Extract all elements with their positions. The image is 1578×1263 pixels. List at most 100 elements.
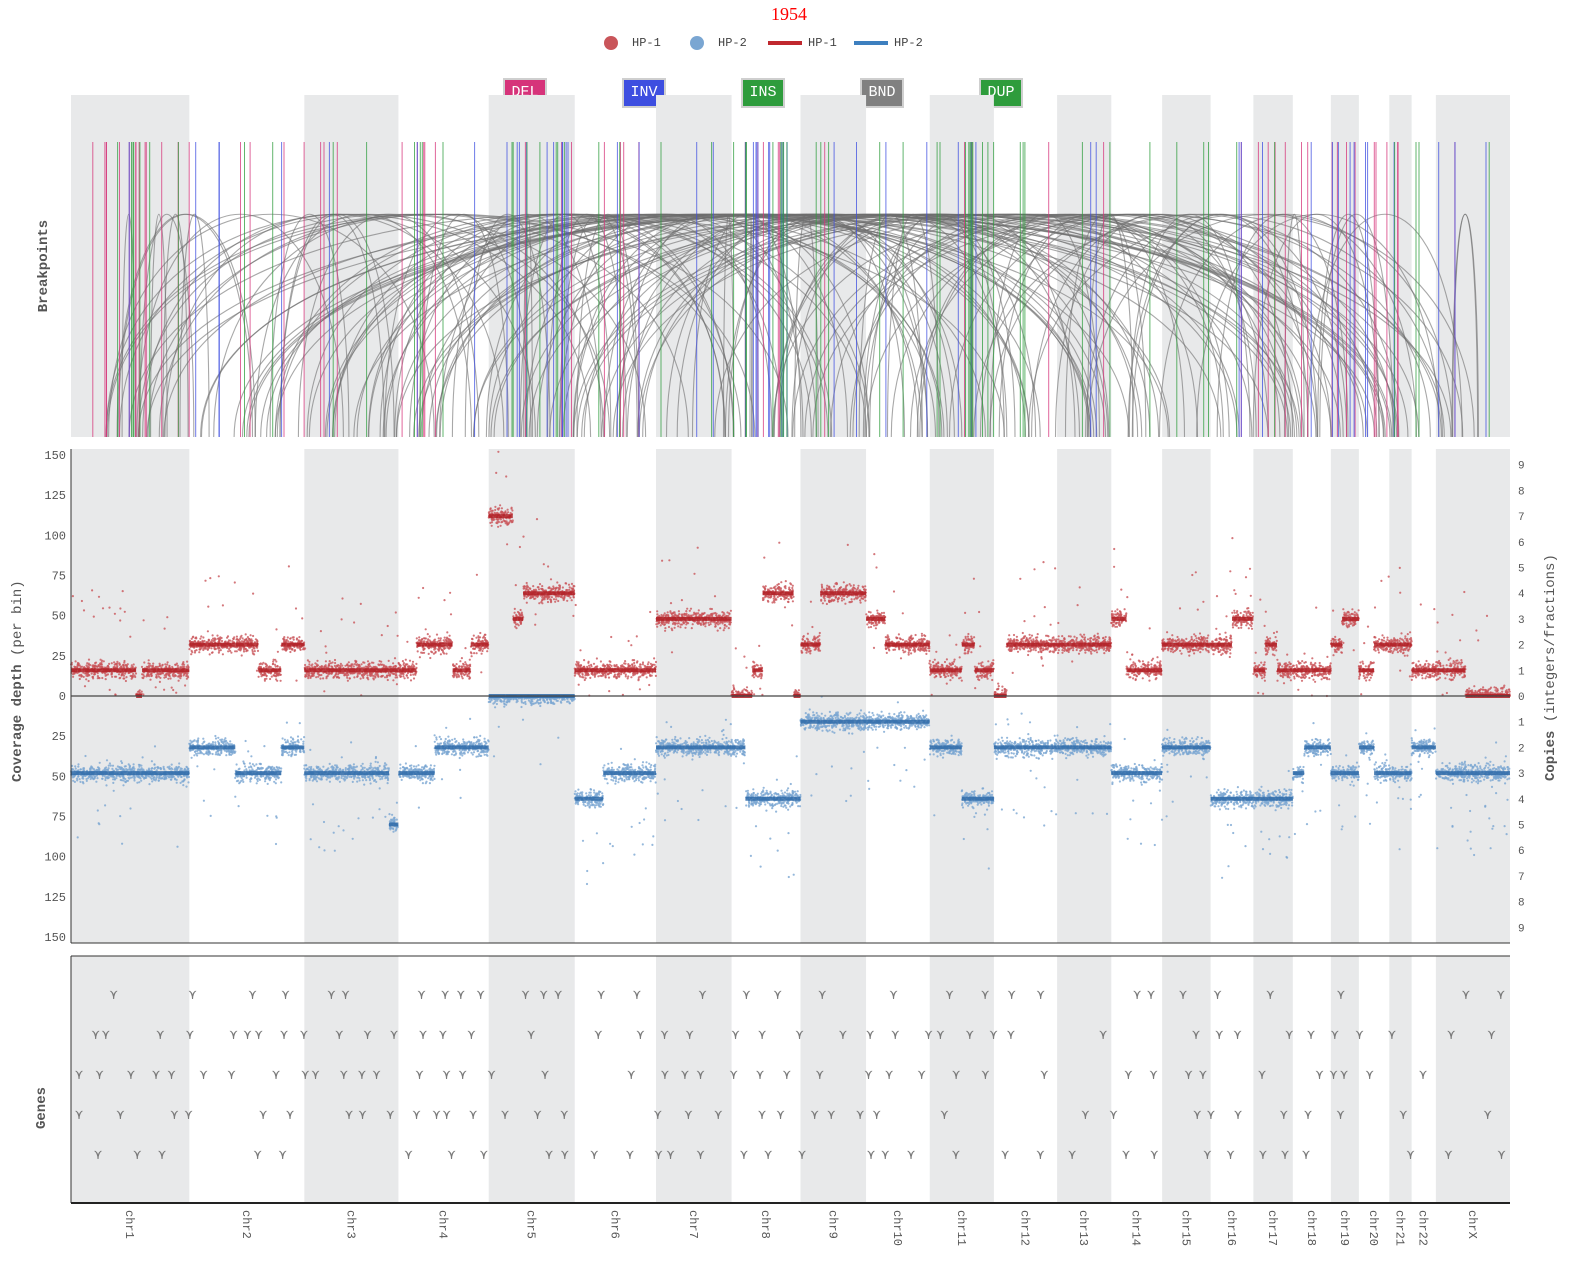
legend-item-hp2-points[interactable]: HP-2: [690, 36, 747, 50]
hp1-point: [649, 674, 652, 678]
hp1-point: [641, 661, 645, 664]
hp1-point: [369, 665, 372, 668]
hp1-point: [392, 672, 395, 676]
hp1-point: [814, 647, 818, 650]
hp1-point: [937, 661, 940, 664]
hp1-point: [583, 659, 586, 662]
hp1-point: [352, 665, 355, 668]
hp1-point: [97, 595, 101, 598]
hp1-point: [283, 636, 286, 639]
hp1-point: [198, 648, 201, 651]
hp1-point: [806, 638, 810, 641]
hp1-point: [971, 637, 974, 640]
hp1-point: [455, 676, 458, 679]
hp1-point: [452, 665, 456, 668]
hp1-point: [763, 556, 766, 559]
hp1-point: [626, 677, 629, 680]
bnd-arc: [332, 213, 986, 438]
hp1-point: [893, 648, 897, 651]
hp1-point: [140, 665, 144, 669]
hp1-point: [480, 671, 483, 674]
hp1-point: [897, 640, 900, 643]
hp1-point: [427, 638, 430, 641]
hp1-point: [764, 585, 767, 588]
hp1-point: [108, 688, 111, 692]
hp1-point: [316, 664, 319, 667]
hp1-point: [551, 588, 555, 591]
hp1-point: [892, 590, 896, 593]
hp1-point: [953, 658, 956, 661]
hp1-point: [356, 675, 359, 679]
hp1-point: [192, 640, 195, 644]
hp1-point: [406, 640, 409, 643]
hp1-point: [161, 671, 164, 675]
hp1-point: [466, 673, 469, 677]
hp1-point: [469, 651, 472, 654]
hp1-point: [660, 622, 663, 625]
hp1-point: [968, 638, 971, 641]
sv-filter-ins-button[interactable]: INS: [741, 78, 785, 108]
hp1-point: [223, 640, 227, 643]
hp1-point: [721, 611, 724, 614]
hp1-point: [557, 589, 560, 592]
hp1-point: [97, 676, 100, 679]
hp1-point: [294, 607, 298, 610]
hp1-point: [565, 582, 568, 585]
hp1-point: [875, 566, 878, 569]
hp1-point: [304, 666, 307, 669]
legend-item-hp1-line[interactable]: HP-1: [768, 36, 837, 50]
hp1-point: [470, 637, 474, 641]
hp1-point: [552, 598, 556, 601]
hp1-point: [715, 621, 718, 625]
hp1-point: [909, 639, 912, 642]
hp1-point: [186, 660, 189, 663]
hp1-point: [989, 674, 992, 677]
hp1-point: [951, 676, 954, 679]
hp1-point: [939, 675, 942, 678]
hp1-point: [96, 675, 99, 678]
hp1-point: [523, 585, 526, 588]
hp1-point: [208, 653, 211, 656]
hp1-point: [704, 625, 707, 628]
hp1-point: [759, 664, 762, 667]
hp1-point: [779, 597, 783, 601]
hp1-point: [318, 674, 321, 677]
hp1-point: [353, 676, 356, 679]
hp1-point: [951, 661, 954, 664]
hp1-point: [468, 672, 471, 675]
hp1-point: [403, 677, 406, 680]
hp1-point: [864, 585, 867, 588]
legend-item-hp2-line[interactable]: HP-2: [854, 36, 923, 50]
hp1-point: [549, 601, 553, 604]
hp1-point: [708, 614, 711, 617]
hp1-point: [756, 664, 759, 667]
hp1-point: [115, 663, 118, 666]
hp1-point: [182, 663, 186, 666]
hp1-point: [184, 671, 187, 675]
bnd-arc: [1216, 214, 1349, 438]
hp1-point: [498, 507, 501, 510]
bnd-arc: [549, 213, 1317, 438]
hp1-point: [966, 635, 970, 638]
hp1-point: [949, 673, 952, 676]
hp1-point: [93, 666, 96, 669]
hp1-point: [210, 647, 213, 650]
hp1-point: [978, 610, 981, 614]
hp1-point: [825, 587, 828, 590]
legend-item-hp1-points[interactable]: HP-1: [604, 36, 661, 50]
hp1-point: [624, 675, 627, 678]
hp1-point: [876, 609, 879, 612]
hp1-point: [525, 581, 528, 585]
hp1-point: [862, 586, 865, 589]
hp1-point: [464, 673, 467, 676]
hp1-point: [447, 637, 450, 641]
breakpoint-lines: [92, 142, 1490, 437]
hp1-point: [108, 662, 111, 666]
sv-filter-bnd-button[interactable]: BND: [860, 78, 904, 108]
hp1-point: [774, 597, 777, 600]
hp1-point: [601, 672, 604, 675]
hp1-point: [188, 648, 191, 651]
hp1-point: [274, 658, 277, 661]
hp1-point: [122, 674, 126, 677]
